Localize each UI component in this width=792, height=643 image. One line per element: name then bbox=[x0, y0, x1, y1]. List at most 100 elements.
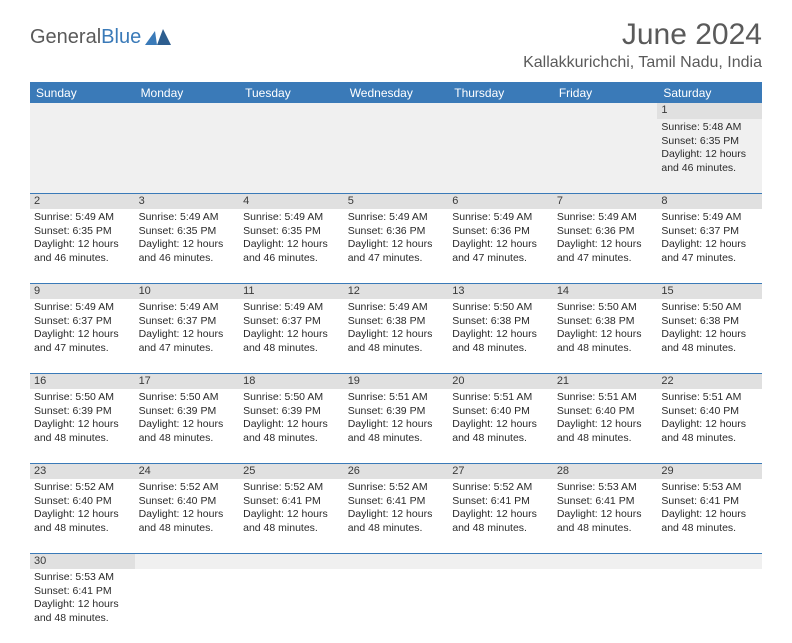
day-number-cell: 14 bbox=[553, 283, 658, 299]
day-cell bbox=[239, 569, 344, 643]
day-number-cell: 11 bbox=[239, 283, 344, 299]
daynum-row: 9101112131415 bbox=[30, 283, 762, 299]
day-cell bbox=[344, 569, 449, 643]
day-number-cell: 2 bbox=[30, 193, 135, 209]
day-number-cell bbox=[239, 103, 344, 119]
day-cell: Sunrise: 5:50 AMSunset: 6:39 PMDaylight:… bbox=[30, 389, 135, 463]
day-cell-text: Sunrise: 5:51 AMSunset: 6:40 PMDaylight:… bbox=[452, 391, 549, 446]
day-cell bbox=[135, 569, 240, 643]
day-cell: Sunrise: 5:49 AMSunset: 6:35 PMDaylight:… bbox=[30, 209, 135, 283]
day-cell-text: Sunrise: 5:52 AMSunset: 6:41 PMDaylight:… bbox=[348, 481, 445, 536]
weekday-header: Thursday bbox=[448, 83, 553, 104]
day-cell-text: Sunrise: 5:49 AMSunset: 6:37 PMDaylight:… bbox=[139, 301, 236, 356]
day-cell-text: Sunrise: 5:52 AMSunset: 6:40 PMDaylight:… bbox=[34, 481, 131, 536]
day-cell: Sunrise: 5:50 AMSunset: 6:38 PMDaylight:… bbox=[448, 299, 553, 373]
day-number-cell: 1 bbox=[657, 103, 762, 119]
day-number-cell: 27 bbox=[448, 463, 553, 479]
day-number-cell: 12 bbox=[344, 283, 449, 299]
content-row: Sunrise: 5:49 AMSunset: 6:35 PMDaylight:… bbox=[30, 209, 762, 283]
day-cell-text: Sunrise: 5:52 AMSunset: 6:41 PMDaylight:… bbox=[452, 481, 549, 536]
day-cell: Sunrise: 5:49 AMSunset: 6:35 PMDaylight:… bbox=[135, 209, 240, 283]
day-cell-text: Sunrise: 5:53 AMSunset: 6:41 PMDaylight:… bbox=[34, 571, 131, 626]
day-number-cell bbox=[135, 553, 240, 569]
day-cell: Sunrise: 5:49 AMSunset: 6:37 PMDaylight:… bbox=[30, 299, 135, 373]
day-number-cell: 9 bbox=[30, 283, 135, 299]
day-cell-text: Sunrise: 5:49 AMSunset: 6:36 PMDaylight:… bbox=[557, 211, 654, 266]
day-cell: Sunrise: 5:50 AMSunset: 6:39 PMDaylight:… bbox=[239, 389, 344, 463]
day-cell-text: Sunrise: 5:50 AMSunset: 6:38 PMDaylight:… bbox=[557, 301, 654, 356]
day-cell-text: Sunrise: 5:50 AMSunset: 6:38 PMDaylight:… bbox=[452, 301, 549, 356]
day-number-cell bbox=[657, 553, 762, 569]
day-cell: Sunrise: 5:49 AMSunset: 6:37 PMDaylight:… bbox=[239, 299, 344, 373]
content-row: Sunrise: 5:53 AMSunset: 6:41 PMDaylight:… bbox=[30, 569, 762, 643]
day-cell: Sunrise: 5:52 AMSunset: 6:41 PMDaylight:… bbox=[448, 479, 553, 553]
day-number-cell bbox=[553, 103, 658, 119]
day-number-cell: 26 bbox=[344, 463, 449, 479]
title-block: June 2024 Kallakkurichchi, Tamil Nadu, I… bbox=[523, 18, 762, 72]
day-cell-text: Sunrise: 5:50 AMSunset: 6:39 PMDaylight:… bbox=[139, 391, 236, 446]
day-number-cell: 15 bbox=[657, 283, 762, 299]
day-number-cell: 29 bbox=[657, 463, 762, 479]
day-cell-text: Sunrise: 5:53 AMSunset: 6:41 PMDaylight:… bbox=[557, 481, 654, 536]
day-number-cell: 3 bbox=[135, 193, 240, 209]
day-number-cell: 28 bbox=[553, 463, 658, 479]
day-number-cell bbox=[448, 553, 553, 569]
day-cell: Sunrise: 5:52 AMSunset: 6:40 PMDaylight:… bbox=[135, 479, 240, 553]
day-cell-text: Sunrise: 5:52 AMSunset: 6:40 PMDaylight:… bbox=[139, 481, 236, 536]
weekday-header: Friday bbox=[553, 83, 658, 104]
daynum-row: 2345678 bbox=[30, 193, 762, 209]
day-cell-text: Sunrise: 5:53 AMSunset: 6:41 PMDaylight:… bbox=[661, 481, 758, 536]
day-cell-text: Sunrise: 5:50 AMSunset: 6:39 PMDaylight:… bbox=[34, 391, 131, 446]
month-title: June 2024 bbox=[523, 18, 762, 52]
day-number-cell: 21 bbox=[553, 373, 658, 389]
day-cell bbox=[135, 119, 240, 193]
daynum-row: 23242526272829 bbox=[30, 463, 762, 479]
calendar-table: SundayMondayTuesdayWednesdayThursdayFrid… bbox=[30, 82, 762, 643]
logo-part1: General bbox=[30, 26, 101, 48]
day-cell: Sunrise: 5:52 AMSunset: 6:40 PMDaylight:… bbox=[30, 479, 135, 553]
day-number-cell: 19 bbox=[344, 373, 449, 389]
day-cell: Sunrise: 5:49 AMSunset: 6:38 PMDaylight:… bbox=[344, 299, 449, 373]
daynum-row: 16171819202122 bbox=[30, 373, 762, 389]
day-cell-text: Sunrise: 5:48 AMSunset: 6:35 PMDaylight:… bbox=[661, 121, 758, 176]
day-cell-text: Sunrise: 5:49 AMSunset: 6:37 PMDaylight:… bbox=[34, 301, 131, 356]
day-number-cell bbox=[30, 103, 135, 119]
day-number-cell bbox=[344, 103, 449, 119]
content-row: Sunrise: 5:50 AMSunset: 6:39 PMDaylight:… bbox=[30, 389, 762, 463]
weekday-header-row: SundayMondayTuesdayWednesdayThursdayFrid… bbox=[30, 83, 762, 104]
day-number-cell: 23 bbox=[30, 463, 135, 479]
day-cell-text: Sunrise: 5:50 AMSunset: 6:39 PMDaylight:… bbox=[243, 391, 340, 446]
day-number-cell bbox=[448, 103, 553, 119]
day-cell: Sunrise: 5:49 AMSunset: 6:37 PMDaylight:… bbox=[657, 209, 762, 283]
weekday-header: Monday bbox=[135, 83, 240, 104]
day-cell: Sunrise: 5:50 AMSunset: 6:39 PMDaylight:… bbox=[135, 389, 240, 463]
day-cell bbox=[344, 119, 449, 193]
day-number-cell: 17 bbox=[135, 373, 240, 389]
day-cell: Sunrise: 5:52 AMSunset: 6:41 PMDaylight:… bbox=[239, 479, 344, 553]
day-number-cell: 5 bbox=[344, 193, 449, 209]
logo: GeneralBlue bbox=[30, 18, 171, 49]
location-label: Kallakkurichchi, Tamil Nadu, India bbox=[523, 54, 762, 72]
day-cell: Sunrise: 5:53 AMSunset: 6:41 PMDaylight:… bbox=[657, 479, 762, 553]
day-cell-text: Sunrise: 5:51 AMSunset: 6:40 PMDaylight:… bbox=[661, 391, 758, 446]
day-cell: Sunrise: 5:49 AMSunset: 6:36 PMDaylight:… bbox=[344, 209, 449, 283]
day-cell: Sunrise: 5:53 AMSunset: 6:41 PMDaylight:… bbox=[30, 569, 135, 643]
day-cell-text: Sunrise: 5:49 AMSunset: 6:37 PMDaylight:… bbox=[243, 301, 340, 356]
logo-flag-icon bbox=[145, 29, 171, 47]
day-number-cell bbox=[135, 103, 240, 119]
day-cell: Sunrise: 5:48 AMSunset: 6:35 PMDaylight:… bbox=[657, 119, 762, 193]
day-cell-text: Sunrise: 5:49 AMSunset: 6:38 PMDaylight:… bbox=[348, 301, 445, 356]
day-number-cell: 24 bbox=[135, 463, 240, 479]
day-cell: Sunrise: 5:49 AMSunset: 6:36 PMDaylight:… bbox=[553, 209, 658, 283]
day-cell: Sunrise: 5:49 AMSunset: 6:35 PMDaylight:… bbox=[239, 209, 344, 283]
day-cell: Sunrise: 5:52 AMSunset: 6:41 PMDaylight:… bbox=[344, 479, 449, 553]
daynum-row: 1 bbox=[30, 103, 762, 119]
day-cell bbox=[553, 569, 658, 643]
day-cell: Sunrise: 5:53 AMSunset: 6:41 PMDaylight:… bbox=[553, 479, 658, 553]
weekday-header: Tuesday bbox=[239, 83, 344, 104]
daynum-row: 30 bbox=[30, 553, 762, 569]
page-header: GeneralBlue June 2024 Kallakkurichchi, T… bbox=[0, 0, 792, 78]
day-cell-text: Sunrise: 5:49 AMSunset: 6:36 PMDaylight:… bbox=[348, 211, 445, 266]
day-cell-text: Sunrise: 5:49 AMSunset: 6:37 PMDaylight:… bbox=[661, 211, 758, 266]
day-cell: Sunrise: 5:50 AMSunset: 6:38 PMDaylight:… bbox=[657, 299, 762, 373]
